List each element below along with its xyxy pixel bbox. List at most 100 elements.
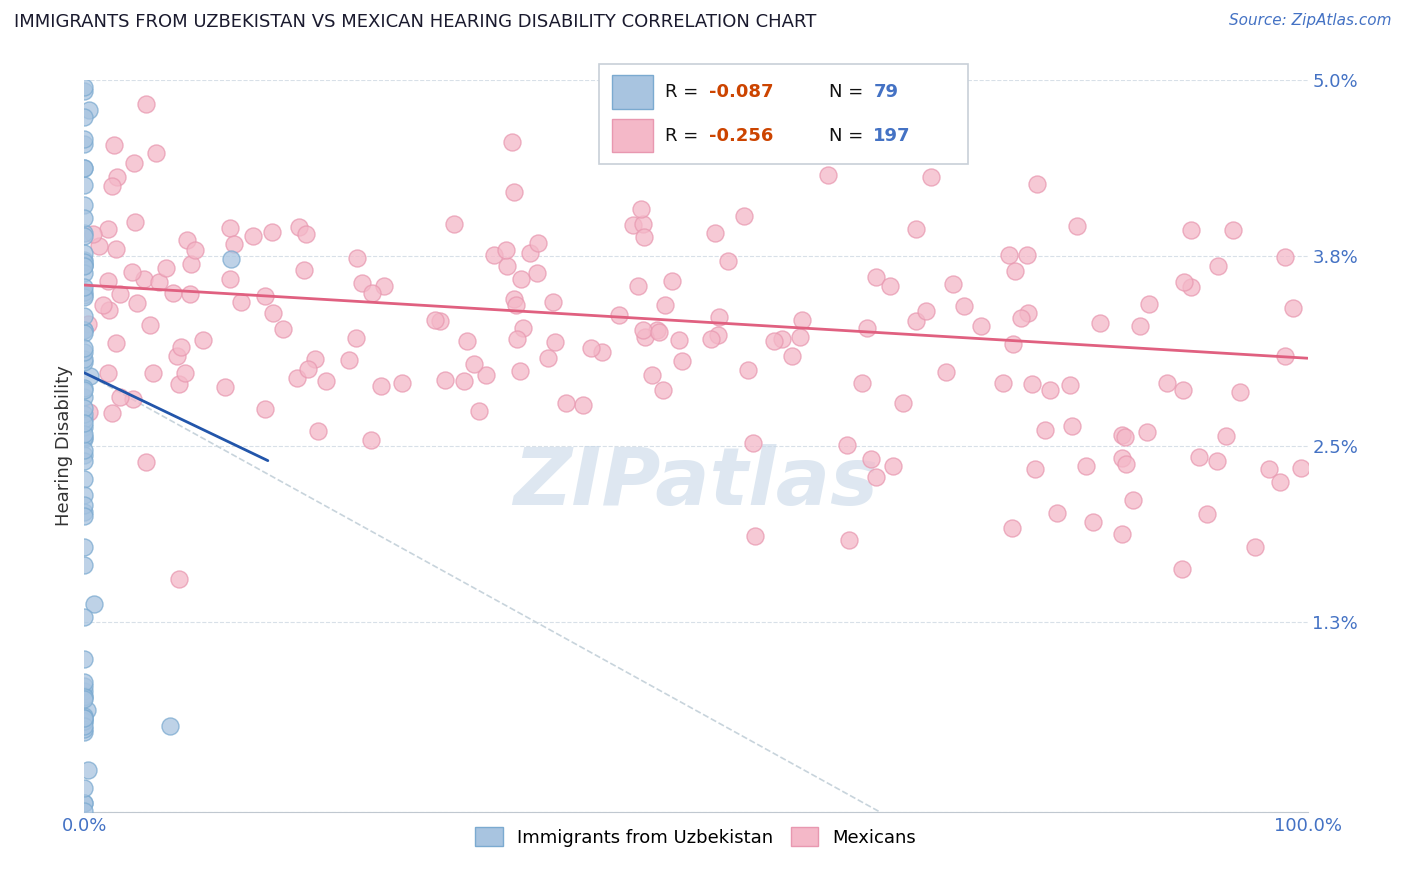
Point — [145, 145, 167, 160]
Point — [73, 711, 96, 725]
Point — [654, 298, 676, 312]
Point — [73, 259, 96, 273]
Point — [166, 349, 188, 363]
Point — [544, 334, 567, 349]
Point — [73, 684, 96, 698]
Text: 79: 79 — [873, 83, 898, 101]
Point — [501, 136, 523, 150]
Point — [73, 781, 96, 796]
Point — [315, 374, 337, 388]
Point — [104, 335, 127, 350]
Point — [1257, 462, 1279, 476]
Point — [73, 84, 96, 98]
Point — [851, 376, 873, 390]
Y-axis label: Hearing Disability: Hearing Disability — [55, 366, 73, 526]
Text: N =: N = — [828, 127, 869, 145]
Point — [456, 334, 478, 348]
Point — [304, 352, 326, 367]
Text: Source: ZipAtlas.com: Source: ZipAtlas.com — [1229, 13, 1392, 29]
Point — [703, 226, 725, 240]
Point — [73, 610, 96, 624]
Point — [73, 558, 96, 573]
Point — [631, 217, 654, 231]
Point — [73, 448, 96, 462]
Point — [108, 286, 131, 301]
Point — [87, 239, 110, 253]
Point — [73, 509, 96, 524]
Point — [1001, 521, 1024, 535]
Point — [346, 251, 368, 265]
Point — [176, 233, 198, 247]
Point — [1136, 425, 1159, 439]
Point — [214, 380, 236, 394]
Point — [73, 290, 96, 304]
Point — [572, 398, 595, 412]
Point — [73, 161, 96, 175]
Point — [1229, 384, 1251, 399]
Point — [1111, 526, 1133, 541]
Point — [1083, 515, 1105, 529]
Point — [882, 459, 904, 474]
Point — [865, 469, 887, 483]
Point — [100, 178, 122, 193]
Point — [139, 318, 162, 333]
Point — [135, 455, 157, 469]
Point — [73, 796, 96, 810]
Point — [180, 257, 202, 271]
Point — [191, 333, 214, 347]
Point — [219, 271, 242, 285]
Point — [73, 178, 96, 192]
Point — [73, 426, 96, 441]
Point — [716, 254, 738, 268]
Point — [942, 277, 965, 292]
Point — [1122, 492, 1144, 507]
Point — [83, 597, 105, 611]
Point — [482, 248, 505, 262]
Point — [132, 272, 155, 286]
Point — [970, 318, 993, 333]
Point — [110, 390, 132, 404]
Point — [76, 703, 98, 717]
Point — [1268, 475, 1291, 489]
Point — [73, 259, 96, 273]
Point — [103, 137, 125, 152]
Point — [463, 357, 485, 371]
Point — [1015, 248, 1038, 262]
Point — [73, 344, 96, 359]
Point — [224, 237, 246, 252]
Point — [73, 255, 96, 269]
Point — [121, 265, 143, 279]
Point — [179, 287, 201, 301]
Point — [991, 376, 1014, 390]
Point — [73, 722, 96, 736]
Point — [170, 340, 193, 354]
Point — [537, 351, 560, 365]
Point — [1115, 457, 1137, 471]
Point — [671, 354, 693, 368]
Point — [700, 332, 723, 346]
Point — [1046, 506, 1069, 520]
Point — [73, 137, 96, 152]
Point — [73, 198, 96, 212]
Point — [453, 374, 475, 388]
Point — [73, 323, 96, 337]
Point — [73, 711, 96, 725]
Point — [707, 310, 730, 324]
Point — [1156, 376, 1178, 390]
Point — [292, 263, 315, 277]
Point — [1001, 337, 1024, 351]
Point — [1188, 450, 1211, 465]
Point — [73, 691, 96, 706]
Point — [914, 304, 936, 318]
Point — [1274, 250, 1296, 264]
Point — [73, 679, 96, 693]
Point — [1291, 461, 1313, 475]
Point — [1088, 317, 1111, 331]
Point — [668, 333, 690, 347]
Point — [73, 323, 96, 337]
Point — [630, 202, 652, 216]
Point — [648, 325, 671, 339]
Point — [425, 313, 447, 327]
Text: 197: 197 — [873, 127, 911, 145]
Point — [167, 377, 190, 392]
